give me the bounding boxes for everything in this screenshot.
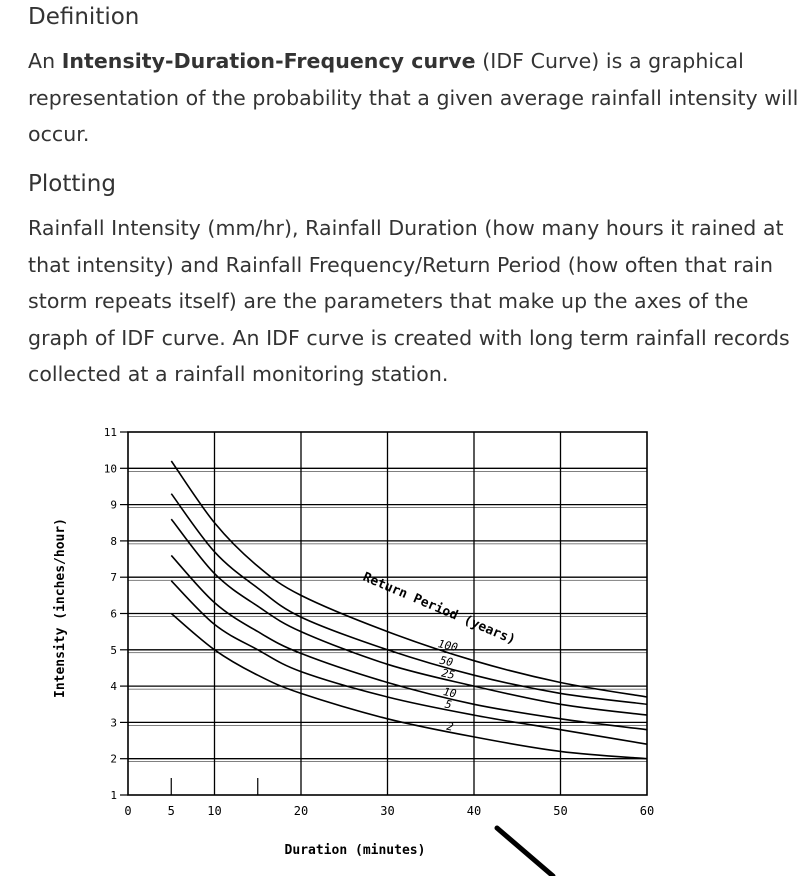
x-tick-label: 20: [294, 804, 308, 818]
series-line-10: [170, 554, 648, 731]
series-label-100: 100: [437, 637, 460, 654]
x-axis-label: Duration (minutes): [285, 843, 426, 858]
series-label-25: 25: [440, 666, 456, 681]
x-tick-label: 10: [207, 804, 221, 818]
chart-axes: [120, 431, 648, 796]
plotting-heading: Plotting: [28, 171, 116, 197]
series-line-2: [170, 612, 648, 760]
definition-heading: Definition: [28, 4, 140, 30]
y-tick-label: 10: [104, 462, 117, 475]
definition-text-prefix: An: [28, 49, 62, 73]
definition-paragraph: An Intensity-Duration-Frequency curve (I…: [28, 43, 812, 153]
y-tick-label: 11: [104, 426, 117, 439]
series-label-10: 10: [442, 685, 458, 701]
chart-series: [170, 460, 648, 760]
series-line-100: [170, 460, 648, 698]
x-tick-label: 5: [168, 804, 175, 818]
y-tick-label: 6: [110, 608, 117, 621]
y-tick-label: 7: [110, 571, 117, 584]
arrow-stroke: [494, 825, 556, 876]
series-label-50: 50: [439, 654, 455, 670]
y-tick-label: 8: [110, 535, 117, 548]
definition-text-suffix: (IDF Curve) is a graphical representatio…: [28, 49, 799, 146]
series-label-2: 2: [445, 720, 455, 734]
x-tick-label: 0: [124, 804, 131, 818]
series-line-5: [170, 580, 648, 745]
x-tick-label: 50: [553, 804, 567, 818]
y-tick-label: 3: [110, 716, 117, 729]
plotting-paragraph: Rainfall Intensity (mm/hr), Rainfall Dur…: [28, 216, 790, 386]
y-tick-label: 2: [110, 753, 117, 766]
x-tick-label: 40: [467, 804, 481, 818]
definition-term: Intensity-Duration-Frequency curve: [61, 49, 476, 73]
y-tick-label: 4: [110, 680, 117, 693]
x-tick-label: 30: [380, 804, 394, 818]
y-axis-label: Intensity (inches/hour): [53, 518, 68, 698]
x-tick-label: 60: [640, 804, 654, 818]
y-tick-label: 9: [110, 499, 117, 512]
series-label-5: 5: [444, 698, 453, 712]
chart-grid: [128, 432, 647, 795]
series-line-25: [170, 518, 648, 716]
y-tick-label: 5: [110, 644, 117, 657]
series-line-50: [170, 493, 648, 706]
y-tick-label: 1: [110, 789, 117, 802]
